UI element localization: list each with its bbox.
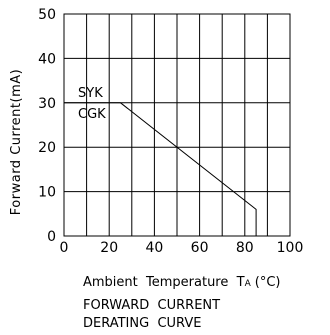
- chart-title-line-2: DERATING CURVE: [83, 316, 201, 331]
- x-tick-label-0: 0: [60, 240, 69, 256]
- x-tick-label-80: 80: [236, 240, 254, 256]
- y-tick-label-30: 30: [38, 96, 56, 112]
- x-axis-label: Ambient Temperature TA (°C): [83, 275, 280, 290]
- grid-lines: [64, 14, 290, 236]
- y-tick-labels: 0 10 20 30 40 50: [38, 7, 56, 245]
- series-line-0: [64, 102, 257, 236]
- annotation-cgk: CGK: [78, 107, 106, 122]
- y-tick-label-0: 0: [47, 229, 56, 245]
- x-tick-label-60: 60: [191, 240, 209, 256]
- plot-frame: [63, 13, 291, 237]
- y-tick-label-20: 20: [38, 140, 56, 156]
- series-group: [64, 102, 257, 236]
- x-tick-label-100: 100: [277, 240, 304, 256]
- x-axis-label-subscript: A: [245, 279, 252, 289]
- chart-title-line-1: FORWARD CURRENT: [83, 298, 220, 313]
- y-axis-label: Forward Current(mA): [9, 69, 24, 215]
- y-tick-label-40: 40: [38, 51, 56, 67]
- x-axis-label-unit: (°C): [255, 275, 281, 290]
- annotation-syk: SYK: [78, 86, 103, 101]
- y-tick-label-50: 50: [38, 7, 56, 23]
- y-tick-label-10: 10: [38, 185, 56, 201]
- x-tick-label-20: 20: [100, 240, 118, 256]
- x-tick-label-40: 40: [145, 240, 163, 256]
- x-axis-label-main: Ambient Temperature T: [83, 275, 245, 290]
- x-tick-labels: 0 20 40 60 80 100: [60, 240, 304, 256]
